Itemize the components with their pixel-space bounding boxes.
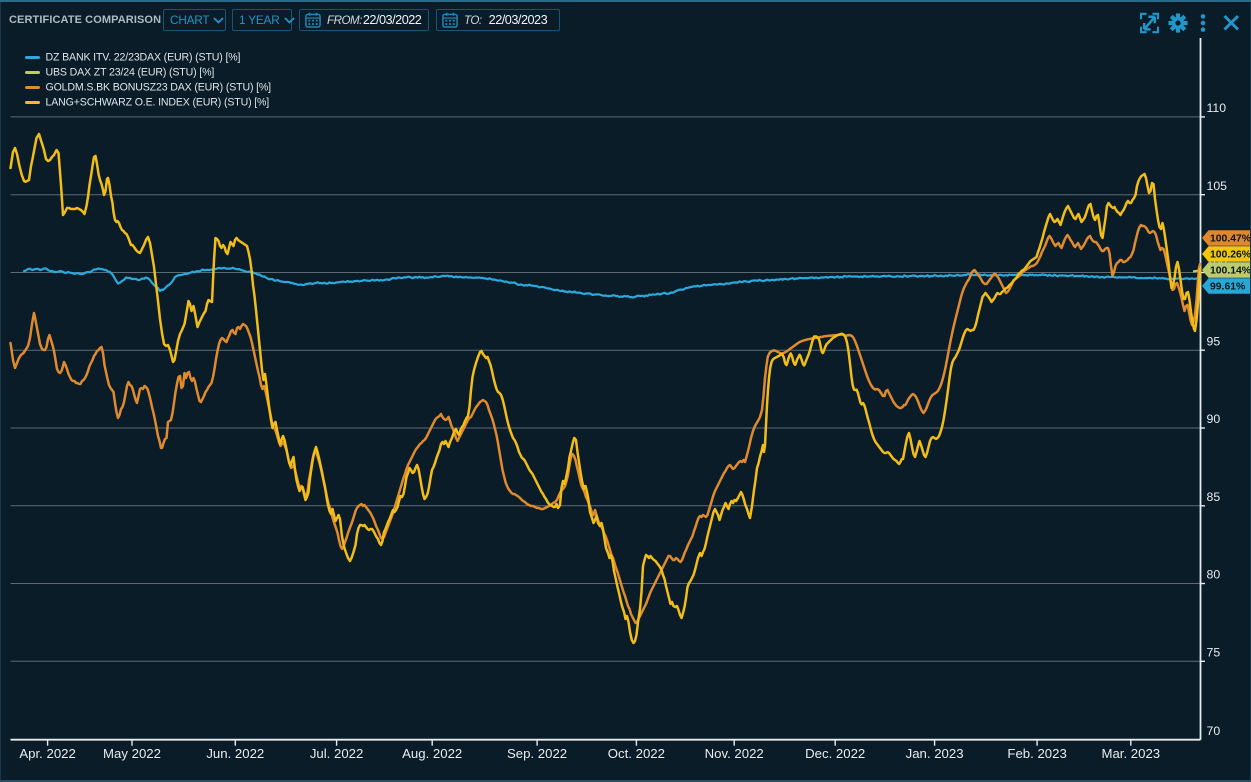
- svg-text:Aug. 2022: Aug. 2022: [402, 746, 462, 761]
- svg-text:Oct. 2022: Oct. 2022: [608, 746, 665, 761]
- svg-text:85: 85: [1207, 490, 1221, 504]
- svg-text:75: 75: [1207, 645, 1221, 659]
- svg-text:Jun. 2022: Jun. 2022: [206, 746, 264, 761]
- svg-text:Dec. 2022: Dec. 2022: [805, 746, 865, 761]
- svg-text:100.26%: 100.26%: [1210, 249, 1251, 260]
- svg-text:Feb. 2023: Feb. 2023: [1007, 746, 1066, 761]
- svg-text:95: 95: [1207, 334, 1221, 348]
- svg-text:Sep. 2022: Sep. 2022: [507, 746, 567, 761]
- svg-text:105: 105: [1207, 179, 1228, 193]
- svg-text:99.61%: 99.61%: [1210, 281, 1245, 292]
- svg-text:110: 110: [1207, 101, 1227, 115]
- svg-text:100.47%: 100.47%: [1210, 233, 1251, 244]
- svg-text:90: 90: [1207, 412, 1221, 426]
- svg-text:Mar. 2023: Mar. 2023: [1101, 746, 1160, 761]
- svg-text:100.14%: 100.14%: [1210, 265, 1251, 276]
- svg-text:70: 70: [1207, 724, 1221, 738]
- svg-text:Nov. 2022: Nov. 2022: [705, 746, 764, 761]
- svg-text:Jul. 2022: Jul. 2022: [310, 746, 364, 761]
- svg-text:Jan. 2023: Jan. 2023: [906, 746, 964, 761]
- svg-text:May 2022: May 2022: [103, 746, 161, 761]
- svg-text:80: 80: [1207, 568, 1221, 582]
- svg-text:Apr. 2022: Apr. 2022: [19, 746, 75, 761]
